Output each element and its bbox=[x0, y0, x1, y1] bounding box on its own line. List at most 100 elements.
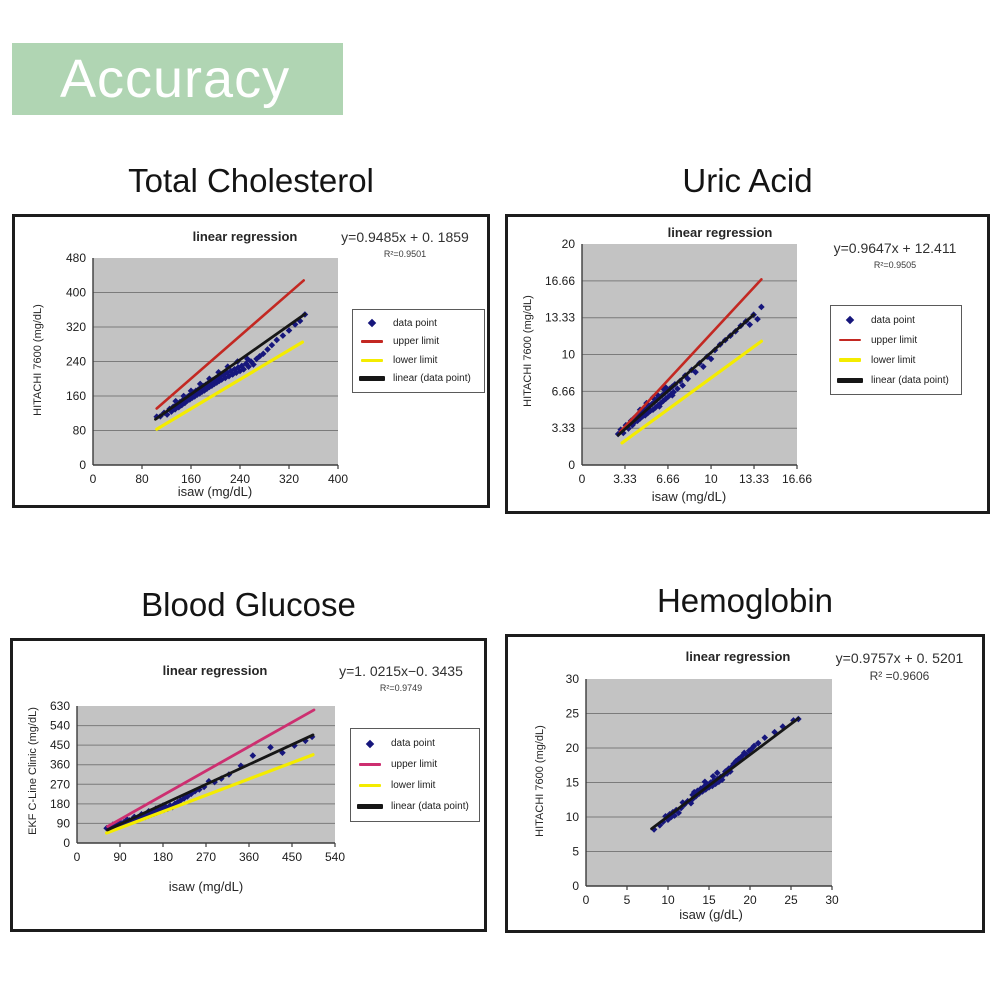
line-swatch-icon bbox=[357, 804, 383, 809]
r-squared-label: R²=0.9749 bbox=[379, 683, 423, 693]
svg-text:15: 15 bbox=[702, 893, 716, 907]
svg-text:400: 400 bbox=[328, 472, 348, 486]
chart-box: 0 90 180 270 360 450 540 0 90 180 270 360 450 540 630 … bbox=[10, 638, 487, 932]
svg-text:90: 90 bbox=[113, 850, 127, 864]
line-swatch-icon bbox=[837, 377, 863, 383]
svg-text:0: 0 bbox=[79, 458, 86, 472]
legend-label: upper limit bbox=[871, 334, 918, 346]
chart-panel-blood-glucose: Blood Glucose 0 90 180 270 360 450 540 0 90 180 27… bbox=[10, 582, 487, 932]
svg-text:15: 15 bbox=[566, 776, 580, 790]
line-swatch-icon bbox=[359, 376, 385, 382]
legend-item: data point bbox=[837, 315, 955, 326]
svg-text:630: 630 bbox=[50, 699, 70, 713]
svg-text:25: 25 bbox=[784, 893, 798, 907]
svg-text:90: 90 bbox=[57, 816, 71, 830]
svg-text:20: 20 bbox=[566, 741, 580, 755]
svg-text:5: 5 bbox=[572, 845, 579, 859]
chart-heading: Hemoglobin bbox=[656, 582, 834, 619]
legend-label: data point bbox=[391, 738, 435, 749]
line-swatch-icon bbox=[357, 763, 383, 766]
chart-panel-hemoglobin: Hemoglobin 0 5 10 15 20 25 30 0 5 10 15 20 25 30 line… bbox=[505, 578, 985, 933]
svg-text:400: 400 bbox=[66, 286, 86, 300]
svg-text:240: 240 bbox=[230, 472, 250, 486]
legend-item: linear (data point) bbox=[359, 373, 478, 384]
diamond-icon bbox=[357, 739, 383, 748]
svg-text:0: 0 bbox=[568, 458, 575, 472]
svg-text:0: 0 bbox=[74, 850, 81, 864]
svg-text:480: 480 bbox=[66, 251, 86, 265]
legend-label: lower limit bbox=[871, 354, 916, 366]
chart-box: 0 5 10 15 20 25 30 0 5 10 15 20 25 30 linear regressi… bbox=[505, 634, 985, 933]
x-axis-label: isaw (g/dL) bbox=[679, 907, 743, 922]
r-squared-label: R²=0.9501 bbox=[383, 249, 427, 259]
legend-label: upper limit bbox=[393, 336, 440, 348]
legend-label: linear (data point) bbox=[871, 374, 949, 386]
x-axis-label: isaw (mg/dL) bbox=[168, 879, 244, 894]
svg-text:160: 160 bbox=[66, 389, 86, 403]
legend: data point upper limit lower limit linear (… bbox=[830, 305, 962, 395]
legend-item: upper limit bbox=[357, 759, 473, 770]
x-axis-label: isaw (mg/dL) bbox=[177, 484, 253, 499]
svg-text:450: 450 bbox=[282, 850, 302, 864]
legend-label: lower limit bbox=[391, 780, 436, 791]
svg-text:360: 360 bbox=[239, 850, 259, 864]
legend-item: linear (data point) bbox=[837, 375, 955, 386]
svg-text:6.66: 6.66 bbox=[656, 472, 680, 486]
legend-item: upper limit bbox=[837, 335, 955, 346]
svg-text:30: 30 bbox=[825, 893, 839, 907]
legend-item: data point bbox=[357, 738, 473, 749]
svg-text:20: 20 bbox=[743, 893, 757, 907]
svg-text:270: 270 bbox=[196, 850, 216, 864]
svg-text:360: 360 bbox=[50, 758, 70, 772]
legend-label: upper limit bbox=[391, 759, 438, 770]
chart-heading: Blood Glucose bbox=[141, 586, 356, 623]
legend-label: data point bbox=[393, 317, 437, 329]
svg-text:270: 270 bbox=[50, 777, 70, 791]
y-axis-label: HITACHI 7600 (mg/dL) bbox=[522, 295, 534, 407]
legend-label: linear (data point) bbox=[391, 801, 469, 812]
svg-text:6.66: 6.66 bbox=[552, 384, 576, 398]
scatter-plot: 0 90 180 270 360 450 540 0 90 180 270 360 450 540 630 bbox=[50, 699, 345, 864]
svg-text:80: 80 bbox=[73, 424, 87, 438]
line-swatch-icon bbox=[357, 783, 383, 788]
legend: data point upper limit lower limit linear (… bbox=[352, 309, 485, 393]
svg-text:16.66: 16.66 bbox=[545, 274, 575, 288]
legend-item: lower limit bbox=[359, 355, 478, 366]
r-squared-label: R²=0.9505 bbox=[873, 260, 917, 270]
regression-equation: y=0.9647x + 12.411 bbox=[833, 240, 957, 256]
legend-label: linear (data point) bbox=[393, 373, 471, 385]
svg-text:13.33: 13.33 bbox=[545, 311, 575, 325]
svg-text:320: 320 bbox=[66, 320, 86, 334]
legend-label: data point bbox=[871, 314, 915, 326]
accuracy-banner: Accuracy bbox=[12, 43, 343, 115]
svg-text:0: 0 bbox=[583, 893, 590, 907]
regression-equation: y=0.9757x + 0. 5201 bbox=[835, 650, 964, 666]
diamond-icon bbox=[837, 315, 863, 325]
line-swatch-icon bbox=[359, 358, 385, 362]
svg-text:320: 320 bbox=[279, 472, 299, 486]
svg-text:450: 450 bbox=[50, 738, 70, 752]
diamond-icon bbox=[359, 319, 385, 328]
line-swatch-icon bbox=[837, 358, 863, 362]
chart-box: 0 80 160 240 320 400 0 80 160 240 320 400 480 linear… bbox=[12, 214, 490, 508]
svg-text:0: 0 bbox=[63, 836, 70, 850]
r-squared-label: R² =0.9606 bbox=[869, 669, 930, 683]
y-axis-label: EKF C-Line Clinic (mg/dL) bbox=[27, 707, 39, 835]
chart-panel-uric-acid: Uric Acid 0 3.33 6.66 10 13.33 16.66 0 3.33 6.66… bbox=[505, 158, 990, 514]
line-swatch-icon bbox=[837, 338, 863, 342]
svg-text:10: 10 bbox=[566, 810, 580, 824]
svg-text:0: 0 bbox=[90, 472, 97, 486]
svg-text:0: 0 bbox=[579, 472, 586, 486]
svg-text:180: 180 bbox=[50, 797, 70, 811]
legend-label: lower limit bbox=[393, 354, 438, 366]
legend-item: linear (data point) bbox=[357, 801, 473, 812]
chart-heading: Uric Acid bbox=[682, 162, 813, 199]
regression-equation: y=0.9485x + 0. 1859 bbox=[341, 229, 469, 245]
svg-text:540: 540 bbox=[325, 850, 345, 864]
legend-item: lower limit bbox=[357, 780, 473, 791]
svg-text:0: 0 bbox=[572, 879, 579, 893]
legend: data point upper limit lower limit linear (… bbox=[350, 728, 480, 822]
svg-text:16.66: 16.66 bbox=[782, 472, 812, 486]
svg-text:3.33: 3.33 bbox=[552, 421, 576, 435]
